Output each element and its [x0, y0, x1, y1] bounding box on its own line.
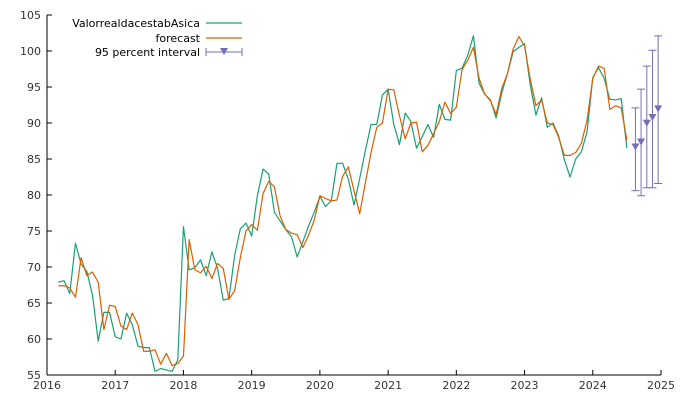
- y-tick-label: 100: [20, 45, 41, 58]
- y-tick-label: 65: [27, 297, 41, 310]
- y-tick-label: 85: [27, 153, 41, 166]
- legend-swatch-interval: [205, 48, 243, 56]
- axes: 55 60 65 70 75 80 85 90 95 100 105 2016 2017 2018 2019…: [20, 9, 675, 392]
- interval-errorbar: [648, 49, 657, 189]
- y-tick-label: 55: [27, 369, 41, 382]
- y-tick-label: 95: [27, 81, 41, 94]
- y-tick-label: 105: [20, 9, 41, 22]
- y-tick-label: 60: [27, 333, 41, 346]
- y-tick-label: 80: [27, 189, 41, 202]
- x-tick-label: 2020: [306, 379, 334, 392]
- interval-errorbar: [637, 88, 646, 197]
- interval-errorbar: [631, 107, 640, 192]
- x-tick-label: 2016: [33, 379, 61, 392]
- x-tick-label: 2023: [511, 379, 539, 392]
- x-tick-label: 2019: [238, 379, 266, 392]
- y-tick-label: 75: [27, 225, 41, 238]
- legend-label-series-0: ValorrealdacestabAsica: [72, 17, 200, 30]
- x-tick-label: 2025: [647, 379, 675, 392]
- x-tick-label: 2018: [169, 379, 197, 392]
- legend: ValorrealdacestabAsica forecast 95 perce…: [72, 17, 243, 59]
- x-tick-label: 2022: [442, 379, 470, 392]
- interval-errorbar: [654, 35, 663, 184]
- series-line-0: [58, 35, 628, 372]
- y-tick-label: 70: [27, 261, 41, 274]
- legend-label-series-1: forecast: [156, 32, 201, 45]
- series-line-1: [58, 35, 628, 367]
- legend-label-interval: 95 percent interval: [95, 46, 200, 59]
- x-tick-label: 2024: [579, 379, 607, 392]
- interval-errorbar: [642, 65, 651, 189]
- plot-area: [58, 35, 663, 372]
- x-tick-label: 2021: [374, 379, 402, 392]
- y-tick-label: 90: [27, 117, 41, 130]
- x-tick-label: 2017: [101, 379, 129, 392]
